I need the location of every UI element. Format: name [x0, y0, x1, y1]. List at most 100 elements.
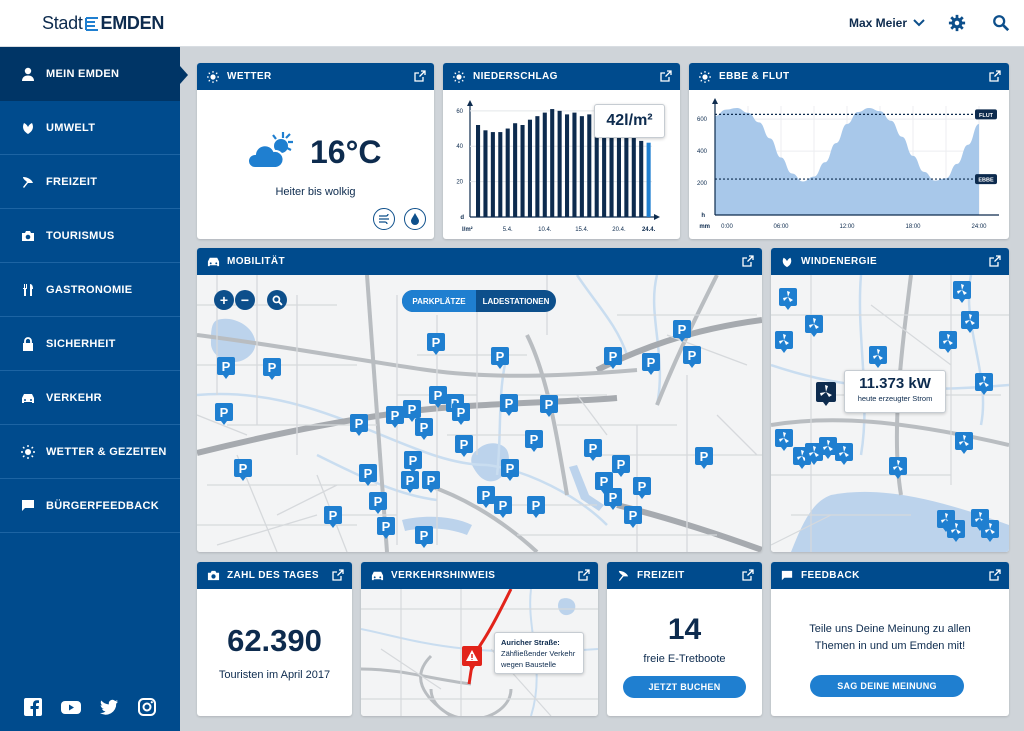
x-axis-arrow	[654, 214, 660, 220]
wind-turbine-marker[interactable]	[939, 331, 957, 353]
wind-turbine-marker[interactable]	[819, 437, 837, 459]
external-link-icon[interactable]	[989, 70, 1001, 82]
parking-marker[interactable]: P	[500, 394, 518, 416]
y-tick-label: 400	[697, 149, 708, 155]
external-link-icon[interactable]	[989, 569, 1001, 581]
wind-turbine-marker[interactable]	[961, 311, 979, 333]
y-axis-label: h	[701, 213, 705, 219]
parking-marker[interactable]: P	[624, 506, 642, 528]
wind-map[interactable]: 11.373 kW heute erzeugter Strom	[771, 275, 1009, 552]
parking-marker[interactable]: P	[525, 430, 543, 452]
parking-marker[interactable]: P	[491, 347, 509, 369]
parking-marker[interactable]: P	[501, 459, 519, 481]
instagram-icon[interactable]	[137, 697, 157, 717]
parking-marker[interactable]: P	[369, 492, 387, 514]
parking-marker[interactable]: P	[673, 320, 691, 342]
facebook-icon[interactable]	[23, 697, 43, 717]
parking-marker[interactable]: P	[540, 395, 558, 417]
sidebar-item-gastronomie[interactable]: GASTRONOMIE	[0, 263, 180, 317]
parking-marker[interactable]: P	[359, 464, 377, 486]
give-feedback-button[interactable]: SAG DEINE MEINUNG	[810, 675, 964, 697]
external-link-icon[interactable]	[989, 255, 1001, 267]
parking-marker[interactable]: P	[633, 477, 651, 499]
wind-turbine-marker[interactable]	[889, 457, 907, 479]
tab-parking[interactable]: PARKPLÄTZE	[402, 290, 476, 312]
external-link-icon[interactable]	[578, 569, 590, 581]
parking-marker[interactable]: P	[477, 486, 495, 508]
wind-button[interactable]	[373, 208, 395, 230]
y-tick-label: 40	[456, 144, 463, 150]
parking-marker[interactable]: P	[263, 358, 281, 380]
parking-marker[interactable]: P	[401, 471, 419, 493]
wind-turbine-marker[interactable]	[775, 429, 793, 451]
wind-turbine-marker[interactable]	[779, 288, 797, 310]
zoom-in-button[interactable]: +	[214, 290, 234, 310]
external-link-icon[interactable]	[742, 255, 754, 267]
twitter-icon[interactable]	[99, 697, 119, 717]
wind-turbine-marker[interactable]	[869, 346, 887, 368]
parking-marker[interactable]: P	[604, 488, 622, 510]
warning-icon[interactable]	[462, 646, 482, 672]
gear-icon[interactable]	[948, 14, 966, 32]
parking-marker[interactable]: P	[494, 496, 512, 518]
sidebar-item-freizeit[interactable]: FREIZEIT	[0, 155, 180, 209]
sidebar-item-mein-emden[interactable]: MEIN EMDEN	[0, 47, 180, 101]
map-search-button[interactable]	[267, 290, 287, 310]
parking-marker[interactable]: P	[452, 403, 470, 425]
parking-marker[interactable]: P	[527, 496, 545, 518]
parking-marker[interactable]: P	[403, 400, 421, 422]
traffic-map[interactable]: Auricher Straße: Zähfließender Verkehr w…	[361, 589, 598, 716]
external-link-icon[interactable]	[414, 70, 426, 82]
parking-marker[interactable]: P	[415, 526, 433, 548]
parking-marker[interactable]: P	[695, 447, 713, 469]
wind-turbine-marker[interactable]	[775, 331, 793, 353]
parking-marker[interactable]: P	[377, 517, 395, 539]
rain-button[interactable]	[404, 208, 426, 230]
parking-marker[interactable]: P	[427, 333, 445, 355]
parking-marker[interactable]: P	[215, 403, 233, 425]
user-menu[interactable]: Max Meier	[849, 16, 925, 30]
youtube-icon[interactable]	[61, 697, 81, 717]
precipitation-bar	[565, 114, 570, 217]
wind-turbine-selected-marker[interactable]	[815, 381, 837, 407]
parking-marker[interactable]: P	[429, 386, 447, 408]
sidebar-item-tourismus[interactable]: TOURISMUS	[0, 209, 180, 263]
parking-marker[interactable]: P	[217, 357, 235, 379]
parking-marker[interactable]: P	[404, 451, 422, 473]
zoom-out-button[interactable]: −	[235, 290, 255, 310]
book-now-button[interactable]: JETZT BUCHEN	[623, 676, 746, 698]
tab-charging[interactable]: LADESTATIONEN	[482, 296, 550, 306]
parking-marker[interactable]: P	[324, 506, 342, 528]
wind-turbine-marker[interactable]	[955, 432, 973, 454]
wind-turbine-marker[interactable]	[975, 373, 993, 395]
wind-turbine-marker[interactable]	[805, 443, 823, 465]
sidebar-item-wetter-gezeiten[interactable]: WETTER & GEZEITEN	[0, 425, 180, 479]
parking-marker[interactable]: P	[386, 406, 404, 428]
city-logo[interactable]: Stadt EMDEN	[42, 13, 164, 34]
external-link-icon[interactable]	[742, 569, 754, 581]
precipitation-bar	[550, 109, 555, 217]
sidebar-item-buergerfeedback[interactable]: BÜRGERFEEDBACK	[0, 479, 180, 533]
external-link-icon[interactable]	[332, 569, 344, 581]
wind-turbine-marker[interactable]	[805, 315, 823, 337]
sidebar-item-umwelt[interactable]: UMWELT	[0, 101, 180, 155]
parking-marker[interactable]: P	[584, 439, 602, 461]
parking-marker[interactable]: P	[415, 418, 433, 440]
wind-turbine-marker[interactable]	[947, 520, 965, 542]
search-icon[interactable]	[992, 14, 1010, 32]
parking-marker[interactable]: P	[683, 346, 701, 368]
sidebar-item-verkehr[interactable]: VERKEHR	[0, 371, 180, 425]
wind-turbine-marker[interactable]	[835, 443, 853, 465]
parking-marker[interactable]: P	[455, 435, 473, 457]
external-link-icon[interactable]	[660, 70, 672, 82]
parking-marker[interactable]: P	[612, 455, 630, 477]
sidebar-item-sicherheit[interactable]: SICHERHEIT	[0, 317, 180, 371]
wind-turbine-marker[interactable]	[953, 281, 971, 303]
parking-marker[interactable]: P	[642, 353, 660, 375]
parking-marker[interactable]: P	[234, 459, 252, 481]
parking-marker[interactable]: P	[422, 471, 440, 493]
parking-marker[interactable]: P	[604, 347, 622, 369]
wind-turbine-marker[interactable]	[981, 520, 999, 542]
parking-marker[interactable]: P	[350, 414, 368, 436]
